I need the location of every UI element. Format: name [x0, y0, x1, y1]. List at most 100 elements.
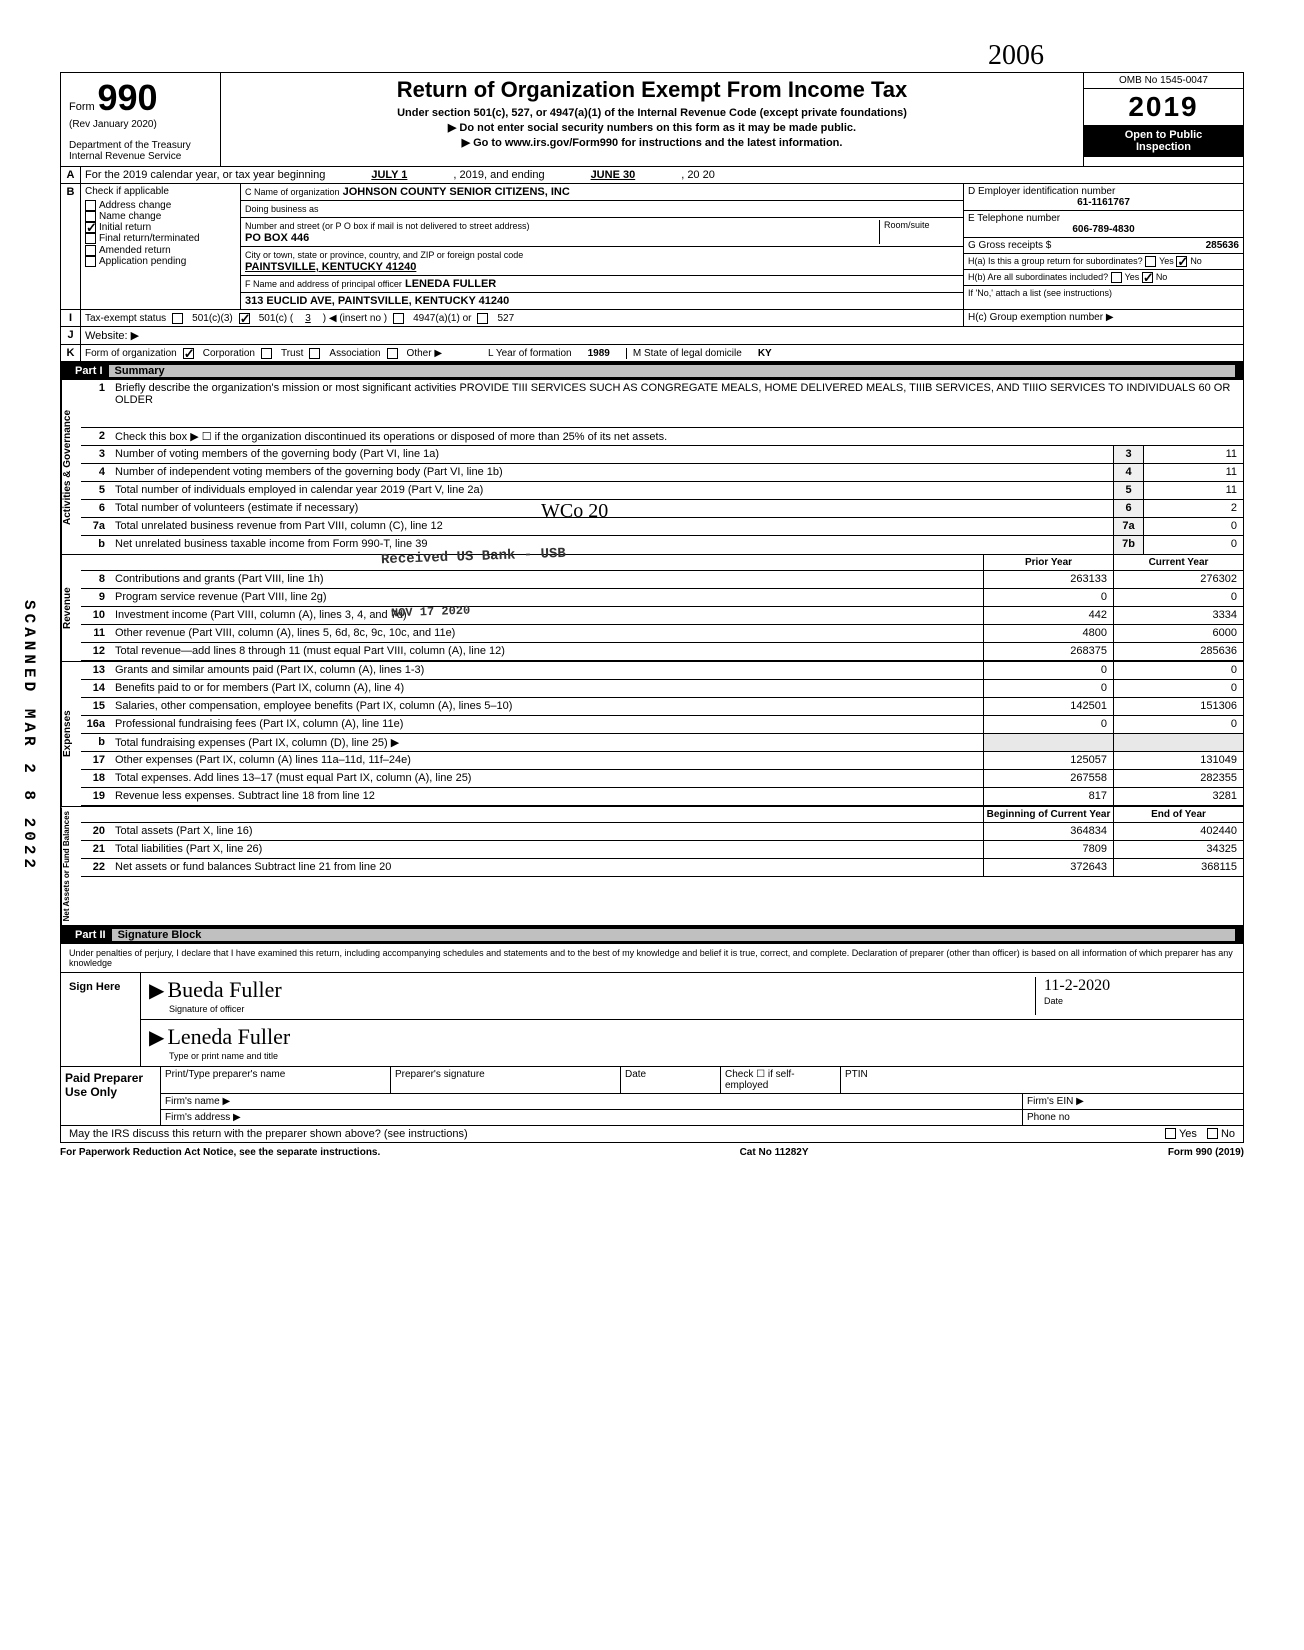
l10-current: 3334 — [1113, 607, 1243, 624]
ha-no-label: No — [1190, 256, 1202, 266]
l1-text: Briefly describe the organization's miss… — [111, 380, 1243, 427]
form-header: Form 990 (Rev January 2020) Department o… — [60, 72, 1244, 167]
check-501c[interactable] — [239, 313, 250, 324]
row-a-letter: A — [61, 167, 81, 183]
l18-current: 282355 — [1113, 770, 1243, 787]
l9-text: Program service revenue (Part VIII, line… — [111, 589, 983, 606]
street-label: Number and street (or P O box if mail is… — [245, 221, 529, 231]
l15-current: 151306 — [1113, 698, 1243, 715]
l17-num: 17 — [81, 752, 111, 769]
e-label: E Telephone number — [968, 213, 1060, 224]
ha-no[interactable] — [1176, 256, 1187, 267]
l3-val: 11 — [1143, 446, 1243, 463]
check-4947[interactable] — [393, 313, 404, 324]
f-name: LENEDA FULLER — [405, 278, 496, 290]
row-a-end: JUNE 30 — [551, 169, 676, 181]
m-label: M State of legal domicile — [626, 348, 742, 359]
check-corp[interactable] — [183, 348, 194, 359]
l20-text: Total assets (Part X, line 16) — [111, 823, 983, 840]
ha-yes[interactable] — [1145, 256, 1156, 267]
check-initial-label: Initial return — [99, 222, 151, 233]
part1-label: Part I — [69, 365, 109, 377]
form-number: 990 — [97, 77, 157, 118]
header-line1: ▶ Do not enter social security numbers o… — [229, 121, 1075, 134]
city-val: PAINTSVILLE, KENTUCKY 41240 — [245, 261, 416, 273]
row-i-letter: I — [61, 310, 81, 326]
preparer-label: Paid Preparer Use Only — [61, 1067, 161, 1125]
l12-prior: 268375 — [983, 643, 1113, 660]
g-label: G Gross receipts $ — [968, 240, 1051, 251]
dept-1: Department of the Treasury — [69, 140, 212, 151]
perjury-text: Under penalties of perjury, I declare th… — [60, 944, 1244, 973]
m-val: KY — [748, 348, 782, 359]
date-label: Date — [1044, 996, 1063, 1006]
footer-left: For Paperwork Reduction Act Notice, see … — [60, 1147, 380, 1158]
form-rev: (Rev January 2020) — [69, 119, 212, 130]
hb-no-label: No — [1156, 272, 1168, 282]
527-label: 527 — [497, 313, 514, 324]
part2-title: Signature Block — [112, 929, 1235, 941]
l10-text: Investment income (Part VIII, column (A)… — [111, 607, 983, 624]
check-initial[interactable] — [85, 222, 96, 233]
prior-year-header: Prior Year — [983, 555, 1113, 570]
l-label: L Year of formation — [488, 348, 572, 359]
l16b-text: Total fundraising expenses (Part IX, col… — [111, 734, 983, 751]
l9-prior: 0 — [983, 589, 1113, 606]
check-address[interactable] — [85, 200, 96, 211]
check-final-label: Final return/terminated — [99, 234, 200, 245]
l14-num: 14 — [81, 680, 111, 697]
l8-text: Contributions and grants (Part VIII, lin… — [111, 571, 983, 588]
l8-current: 276302 — [1113, 571, 1243, 588]
check-pending[interactable] — [85, 256, 96, 267]
l21-num: 21 — [81, 841, 111, 858]
row-a-yr: , 20 20 — [681, 169, 715, 181]
501c-num: 3 — [299, 313, 317, 324]
check-501c3[interactable] — [172, 313, 183, 324]
ha-label: H(a) Is this a group return for subordin… — [968, 256, 1143, 266]
hb-yes-label: Yes — [1125, 272, 1140, 282]
l18-text: Total expenses. Add lines 13–17 (must eq… — [111, 770, 983, 787]
discuss-yes[interactable] — [1165, 1128, 1176, 1139]
prep-h2: Preparer's signature — [391, 1067, 621, 1093]
check-other[interactable] — [387, 348, 398, 359]
hb-yes[interactable] — [1111, 272, 1122, 283]
check-assoc[interactable] — [309, 348, 320, 359]
l14-current: 0 — [1113, 680, 1243, 697]
l21-current: 34325 — [1113, 841, 1243, 858]
l6-num: 6 — [81, 500, 111, 517]
row-a-begin: JULY 1 — [331, 169, 447, 181]
firm-name-label: Firm's name ▶ — [161, 1094, 1023, 1109]
l22-text: Net assets or fund balances Subtract lin… — [111, 859, 983, 876]
l13-current: 0 — [1113, 662, 1243, 679]
l12-current: 285636 — [1113, 643, 1243, 660]
open-public-2: Inspection — [1086, 141, 1241, 153]
row-j-label: Website: ▶ — [85, 329, 139, 342]
l14-prior: 0 — [983, 680, 1113, 697]
l2-num: 2 — [81, 428, 111, 445]
check-amended[interactable] — [85, 245, 96, 256]
begin-year-header: Beginning of Current Year — [983, 807, 1113, 822]
discuss-yes-label: Yes — [1179, 1128, 1197, 1140]
l12-num: 12 — [81, 643, 111, 660]
header-line2: ▶ Go to www.irs.gov/Form990 for instruct… — [229, 136, 1075, 149]
l11-current: 6000 — [1113, 625, 1243, 642]
h-note: If 'No,' attach a list (see instructions… — [964, 286, 1243, 300]
side-governance: Activities & Governance — [61, 380, 81, 554]
hb-no[interactable] — [1142, 272, 1153, 283]
l20-current: 402440 — [1113, 823, 1243, 840]
l18-num: 18 — [81, 770, 111, 787]
trust-label: Trust — [281, 348, 303, 359]
handwritten-year: 2006 — [60, 40, 1244, 72]
phone-label: Phone no — [1023, 1110, 1243, 1125]
check-527[interactable] — [477, 313, 488, 324]
l16a-num: 16a — [81, 716, 111, 733]
f-addr: 313 EUCLID AVE, PAINTSVILLE, KENTUCKY 41… — [245, 295, 509, 307]
sig-label: Signature of officer — [149, 1004, 244, 1014]
l20-prior: 364834 — [983, 823, 1113, 840]
check-final[interactable] — [85, 233, 96, 244]
discuss-no[interactable] — [1207, 1128, 1218, 1139]
d-label: D Employer identification number — [968, 186, 1115, 197]
l5-box: 5 — [1113, 482, 1143, 499]
prep-h5: PTIN — [841, 1067, 1243, 1093]
check-trust[interactable] — [261, 348, 272, 359]
